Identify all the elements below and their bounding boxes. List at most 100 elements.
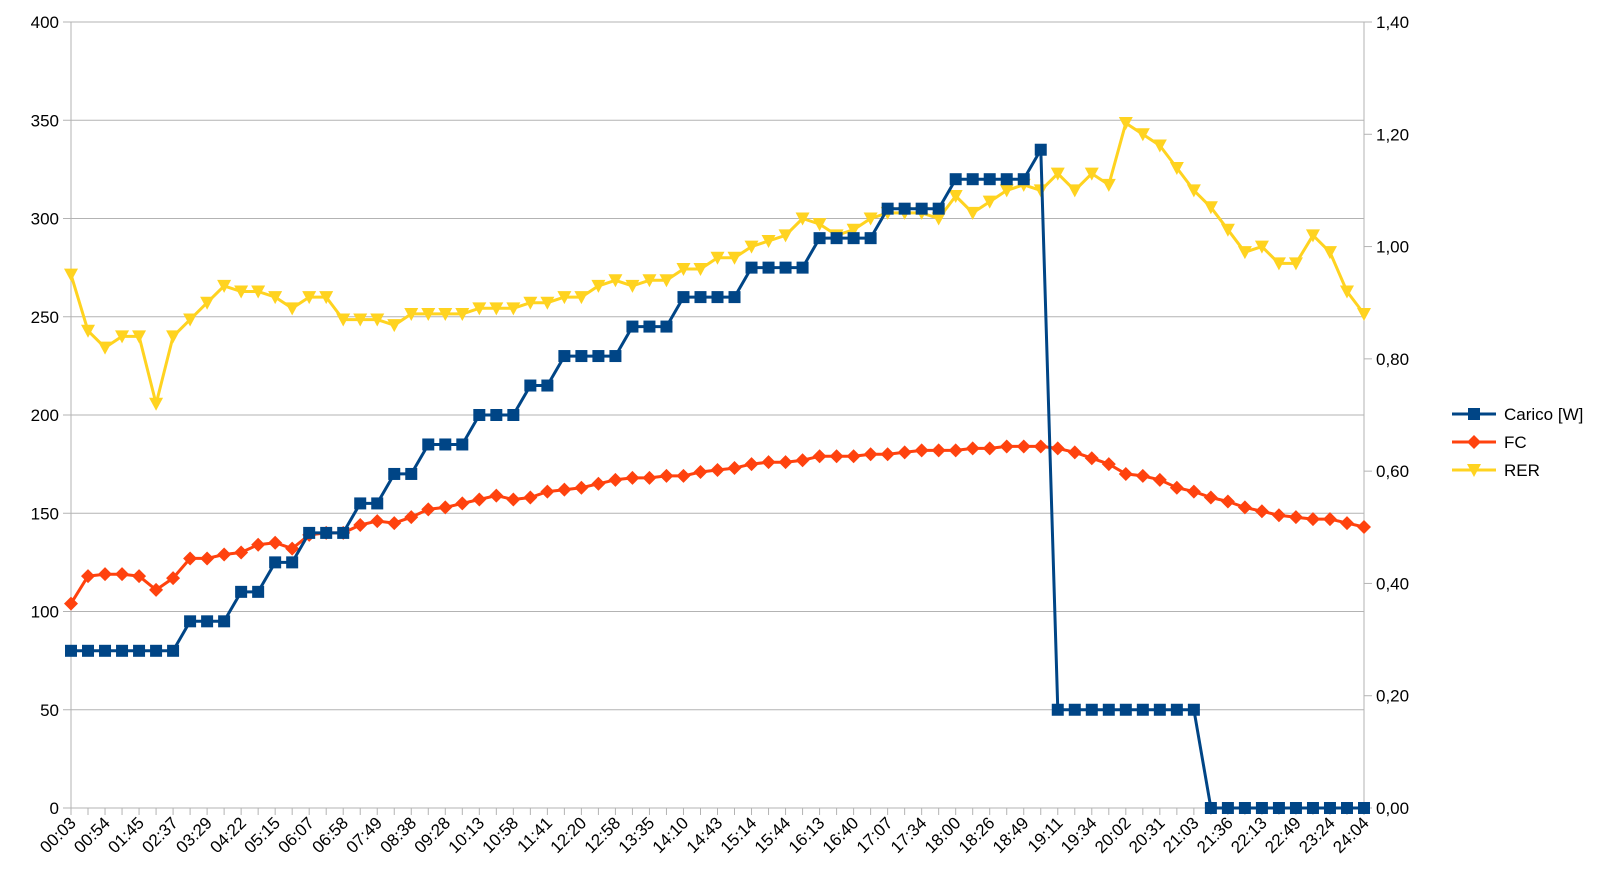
data-point xyxy=(846,449,861,464)
data-point xyxy=(1017,173,1030,186)
data-point xyxy=(1305,229,1320,243)
y-right-tick-label: 0,40 xyxy=(1376,574,1409,593)
data-point xyxy=(370,313,385,327)
data-point xyxy=(676,263,691,277)
data-point xyxy=(694,291,707,304)
data-point xyxy=(642,274,657,288)
data-point xyxy=(846,223,861,237)
data-point xyxy=(642,470,657,485)
x-tick-label: 12:58 xyxy=(581,813,625,857)
data-point xyxy=(625,279,640,293)
data-point xyxy=(404,510,419,525)
data-point xyxy=(422,438,435,451)
y-right-tick-label: 0,00 xyxy=(1376,799,1409,818)
data-point xyxy=(1101,178,1116,192)
data-point xyxy=(1170,703,1183,716)
data-point xyxy=(64,596,78,611)
x-tick-label: 04:22 xyxy=(206,813,250,857)
legend-label: Carico [W] xyxy=(1504,405,1583,424)
data-point xyxy=(285,302,300,316)
data-point xyxy=(1255,802,1268,814)
data-point xyxy=(336,313,351,327)
data-point xyxy=(1084,451,1099,466)
data-point xyxy=(1034,143,1047,156)
data-point xyxy=(966,173,979,186)
data-point xyxy=(778,229,793,243)
data-point xyxy=(439,438,452,451)
data-point xyxy=(1339,285,1354,299)
data-point xyxy=(813,232,826,245)
data-point xyxy=(728,291,741,304)
data-point xyxy=(98,341,113,355)
x-tick-label: 15:44 xyxy=(751,813,795,857)
data-point xyxy=(218,615,231,628)
x-tick-label: 16:40 xyxy=(819,813,863,857)
data-point xyxy=(1067,445,1082,460)
data-point xyxy=(880,447,895,462)
data-point xyxy=(982,195,997,209)
data-point xyxy=(217,279,232,293)
x-tick-label: 18:26 xyxy=(955,813,999,857)
data-point xyxy=(405,467,418,480)
data-point xyxy=(1000,173,1013,186)
data-point xyxy=(1101,457,1116,472)
data-point xyxy=(557,291,572,305)
data-point xyxy=(524,379,537,392)
data-point xyxy=(251,285,266,299)
data-point xyxy=(965,441,980,456)
data-point xyxy=(1220,223,1235,237)
data-point xyxy=(506,302,521,316)
y-left-tick-label: 100 xyxy=(31,603,59,622)
data-point xyxy=(404,307,419,321)
data-point xyxy=(1136,703,1149,716)
data-point xyxy=(999,439,1014,454)
x-tick-label: 14:43 xyxy=(683,813,727,857)
data-point xyxy=(371,497,384,510)
data-point xyxy=(795,212,810,226)
data-point xyxy=(319,291,334,305)
x-tick-label: 02:37 xyxy=(138,813,182,857)
x-tick-label: 22:13 xyxy=(1227,813,1271,857)
data-point xyxy=(609,350,622,363)
legend-label: RER xyxy=(1504,461,1540,480)
data-point xyxy=(149,397,164,411)
y-left-tick-label: 350 xyxy=(31,111,59,130)
data-point xyxy=(932,202,945,215)
data-point xyxy=(354,497,367,510)
data-point xyxy=(693,464,708,479)
data-point xyxy=(558,350,571,363)
data-point xyxy=(711,291,724,304)
y-right-tick-label: 0,60 xyxy=(1376,462,1409,481)
data-point xyxy=(1050,167,1065,181)
data-point xyxy=(456,438,469,451)
data-point xyxy=(353,313,368,327)
data-point xyxy=(660,320,673,333)
data-point xyxy=(149,582,164,597)
y-right-tick-label: 1,00 xyxy=(1376,238,1409,257)
data-point xyxy=(387,319,402,333)
data-point xyxy=(1322,246,1337,260)
data-point xyxy=(625,470,640,485)
data-point xyxy=(455,307,470,321)
data-point xyxy=(540,484,555,499)
data-point xyxy=(421,502,436,517)
data-point xyxy=(829,449,844,464)
data-point xyxy=(167,644,180,657)
data-point xyxy=(268,535,283,550)
y-right-tick-label: 1,20 xyxy=(1376,125,1409,144)
data-point xyxy=(64,268,78,282)
data-point xyxy=(286,556,299,569)
data-point xyxy=(1323,802,1336,814)
data-point xyxy=(864,232,877,245)
data-point xyxy=(1358,802,1370,814)
x-tick-label: 11:41 xyxy=(514,813,557,856)
x-tick-label: 20:31 xyxy=(1125,813,1169,857)
data-point xyxy=(1357,520,1371,535)
data-point xyxy=(1135,128,1150,142)
x-tick-label: 00:03 xyxy=(36,813,80,857)
x-tick-label: 00:54 xyxy=(70,813,114,857)
data-point xyxy=(949,173,962,186)
data-point xyxy=(948,190,963,204)
data-point xyxy=(881,202,894,215)
